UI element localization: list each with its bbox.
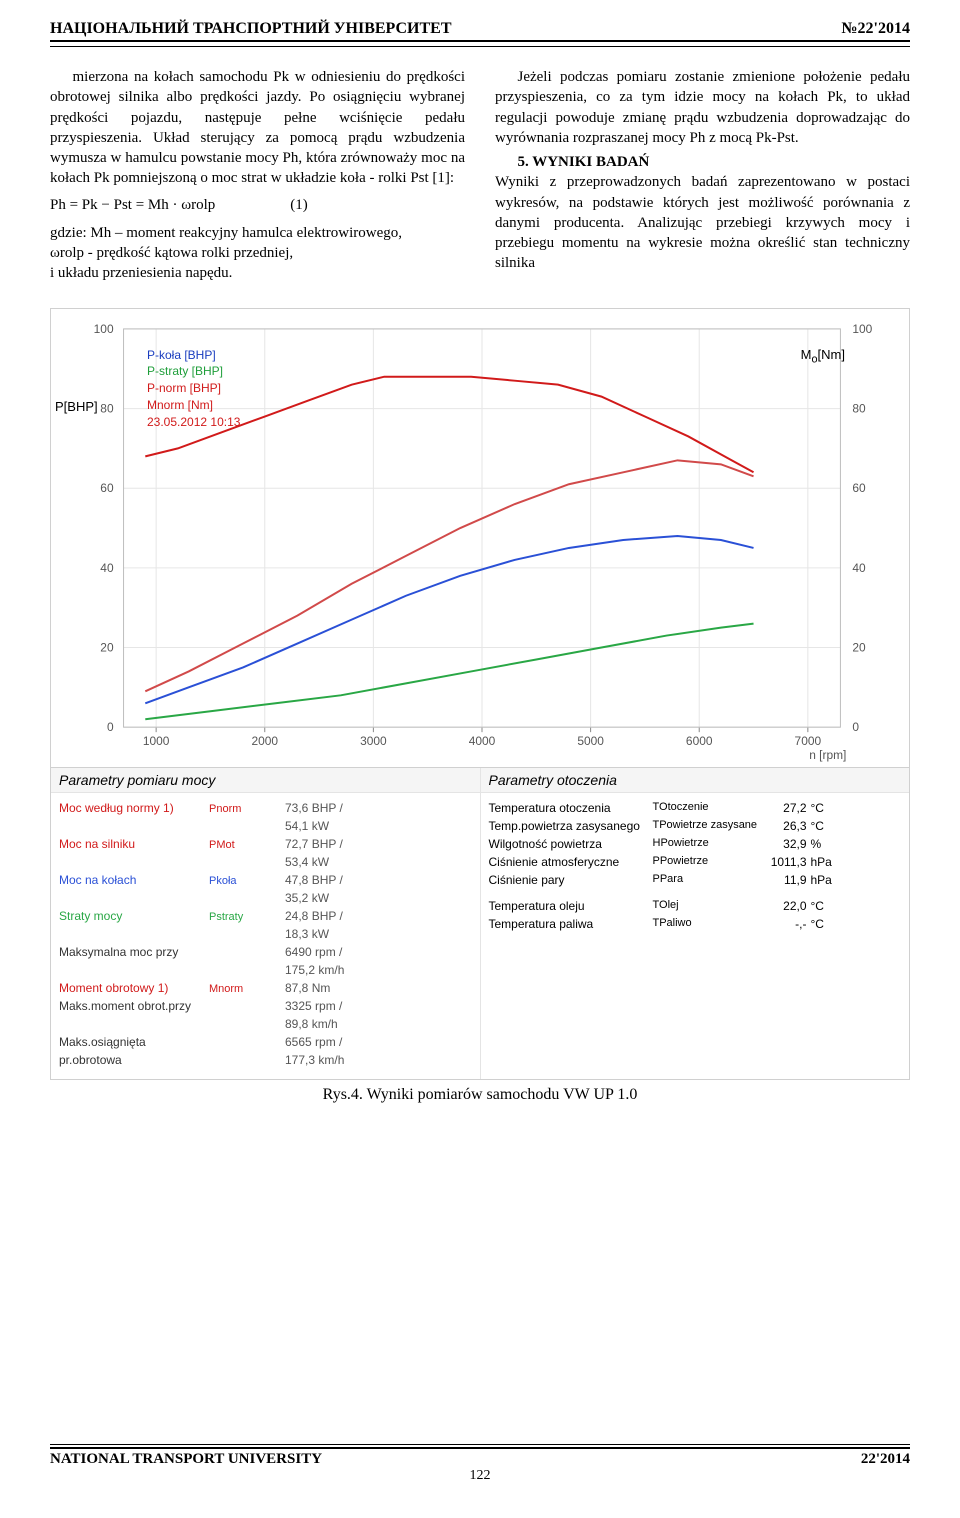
params-env: Parametry otoczenia Temperatura otoczeni… xyxy=(480,768,910,1080)
env-row: Ciśnienie paryPPara11,9hPa xyxy=(489,871,902,889)
right-column: Jeżeli podczas pomiaru zostanie zmienion… xyxy=(495,67,910,284)
param-tables: Parametry pomiaru mocy Moc według normy … xyxy=(50,768,910,1081)
left-p1: mierzona na kołach samochodu Pk w odnies… xyxy=(50,67,465,189)
env-row: Ciśnienie atmosferycznePPowietrze1011,3h… xyxy=(489,853,902,871)
svg-text:2000: 2000 xyxy=(251,734,278,748)
left-column: mierzona na kołach samochodu Pk w odnies… xyxy=(50,67,465,284)
params-power: Parametry pomiaru mocy Moc według normy … xyxy=(51,768,480,1080)
legend-item: Mnorm [Nm] xyxy=(147,397,240,414)
svg-text:n [rpm]: n [rpm] xyxy=(809,748,846,762)
env-row: Temperatura otoczeniaTOtoczenie27,2°C xyxy=(489,799,902,817)
legend-item: P-straty [BHP] xyxy=(147,363,240,380)
svg-text:4000: 4000 xyxy=(469,734,496,748)
param-row: Maks.osiągnięta pr.obrotowa6565 rpm / 17… xyxy=(59,1033,472,1069)
param-row: Straty mocyPstraty24,8 BHP / 18,3 kW xyxy=(59,907,472,943)
chart-legend: P-koła [BHP]P-straty [BHP]P-norm [BHP]Mn… xyxy=(147,347,240,431)
right-p2: 5. WYNIKI BADAŃ Wyniki z przeprowadzonyc… xyxy=(495,152,910,274)
svg-text:80: 80 xyxy=(852,401,866,415)
y-axis-left-label: P[BHP] xyxy=(55,399,98,414)
header-right: №22'2014 xyxy=(841,20,910,38)
right-p1: Jeżeli podczas pomiaru zostanie zmienion… xyxy=(495,67,910,148)
page-number: 122 xyxy=(50,1468,910,1484)
svg-text:60: 60 xyxy=(852,481,866,495)
svg-text:6000: 6000 xyxy=(686,734,713,748)
param-row: Moc na silnikuPMot72,7 BHP / 53,4 kW xyxy=(59,835,472,871)
chart-area: P[BHP] Mo[Nm] P-koła [BHP]P-straty [BHP]… xyxy=(50,308,910,768)
svg-text:100: 100 xyxy=(852,321,872,335)
env-row: Wilgotność powietrzaHPowietrze32,9% xyxy=(489,835,902,853)
params-env-title: Parametry otoczenia xyxy=(481,768,910,793)
footer-right: 22'2014 xyxy=(861,1451,910,1468)
svg-text:40: 40 xyxy=(852,560,866,574)
svg-text:0: 0 xyxy=(107,720,114,734)
svg-text:7000: 7000 xyxy=(795,734,822,748)
chart-block: P[BHP] Mo[Nm] P-koła [BHP]P-straty [BHP]… xyxy=(50,308,910,1105)
param-row: Moc na kołachPkoła47,8 BHP / 35,2 kW xyxy=(59,871,472,907)
env-row: Temp.powietrza zasysanegoTPowietrze zasy… xyxy=(489,817,902,835)
svg-text:100: 100 xyxy=(94,321,114,335)
legend-item: 23.05.2012 10:13 xyxy=(147,414,240,431)
section-5-title: 5. WYNIKI BADAŃ xyxy=(518,154,650,170)
legend-item: P-koła [BHP] xyxy=(147,347,240,364)
param-row: Maks.moment obrot.przy3325 rpm / 89,8 km… xyxy=(59,997,472,1033)
left-p2b: ωrolp - prędkość kątowa rolki przedniej, xyxy=(50,243,465,263)
formula-1: Ph = Pk − Pst = Mh · ωrolp (1) xyxy=(50,195,465,215)
param-row: Maksymalna moc przy6490 rpm / 175,2 km/h xyxy=(59,943,472,979)
svg-text:20: 20 xyxy=(100,640,114,654)
svg-text:0: 0 xyxy=(852,720,859,734)
svg-text:5000: 5000 xyxy=(577,734,604,748)
param-row: Moc według normy 1)Pnorm73,6 BHP / 54,1 … xyxy=(59,799,472,835)
page-footer: NATIONAL TRANSPORT UNIVERSITY 22'2014 12… xyxy=(50,1444,910,1484)
params-power-title: Parametry pomiaru mocy xyxy=(51,768,480,793)
svg-text:1000: 1000 xyxy=(143,734,170,748)
body-columns: mierzona na kołach samochodu Pk w odnies… xyxy=(50,67,910,284)
left-p2c: i układu przeniesienia napędu. xyxy=(50,263,465,283)
svg-text:80: 80 xyxy=(100,401,114,415)
svg-text:20: 20 xyxy=(852,640,866,654)
left-p2a: gdzie: Mh – moment reakcyjny hamulca ele… xyxy=(50,223,465,243)
y-axis-right-label: Mo[Nm] xyxy=(801,347,845,366)
param-row: Moment obrotowy 1)Mnorm87,8 Nm xyxy=(59,979,472,998)
legend-item: P-norm [BHP] xyxy=(147,380,240,397)
page-header: НАЦІОНАЛЬНИЙ ТРАНСПОРТНИЙ УНІВЕРСИТЕТ №2… xyxy=(50,20,910,42)
env-row: Temperatura paliwaTPaliwo-,-°C xyxy=(489,915,902,933)
svg-text:40: 40 xyxy=(100,560,114,574)
header-left: НАЦІОНАЛЬНИЙ ТРАНСПОРТНИЙ УНІВЕРСИТЕТ xyxy=(50,20,452,38)
svg-text:60: 60 xyxy=(100,481,114,495)
svg-text:3000: 3000 xyxy=(360,734,387,748)
figure-caption: Rys.4. Wyniki pomiarów samochodu VW UP 1… xyxy=(50,1086,910,1104)
env-row: Temperatura olejuTOlej22,0°C xyxy=(489,897,902,915)
footer-left: NATIONAL TRANSPORT UNIVERSITY xyxy=(50,1451,322,1468)
